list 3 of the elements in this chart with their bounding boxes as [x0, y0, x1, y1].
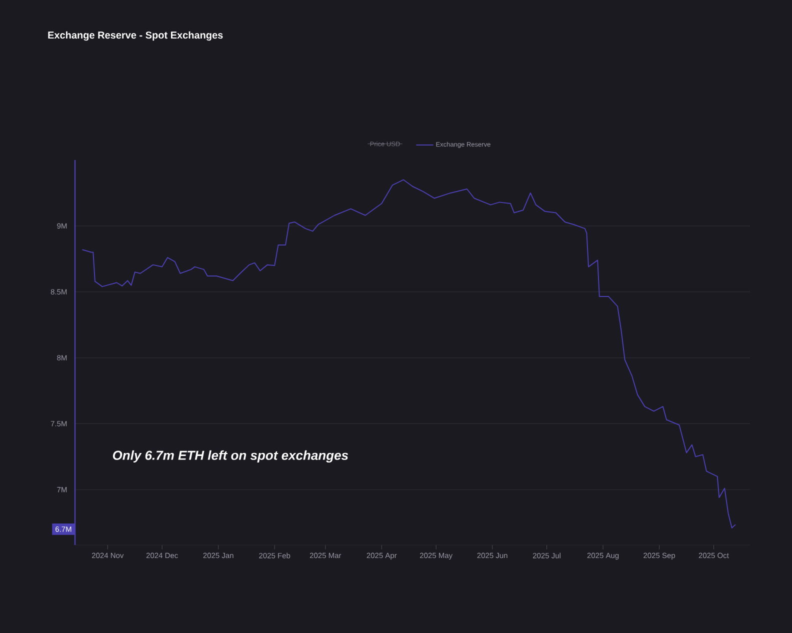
annotation: Only 6.7m ETH left on spot exchanges — [112, 450, 348, 463]
line-series — [82, 179, 736, 528]
chart-title: Exchange Reserve - Spot Exchanges — [48, 31, 223, 41]
